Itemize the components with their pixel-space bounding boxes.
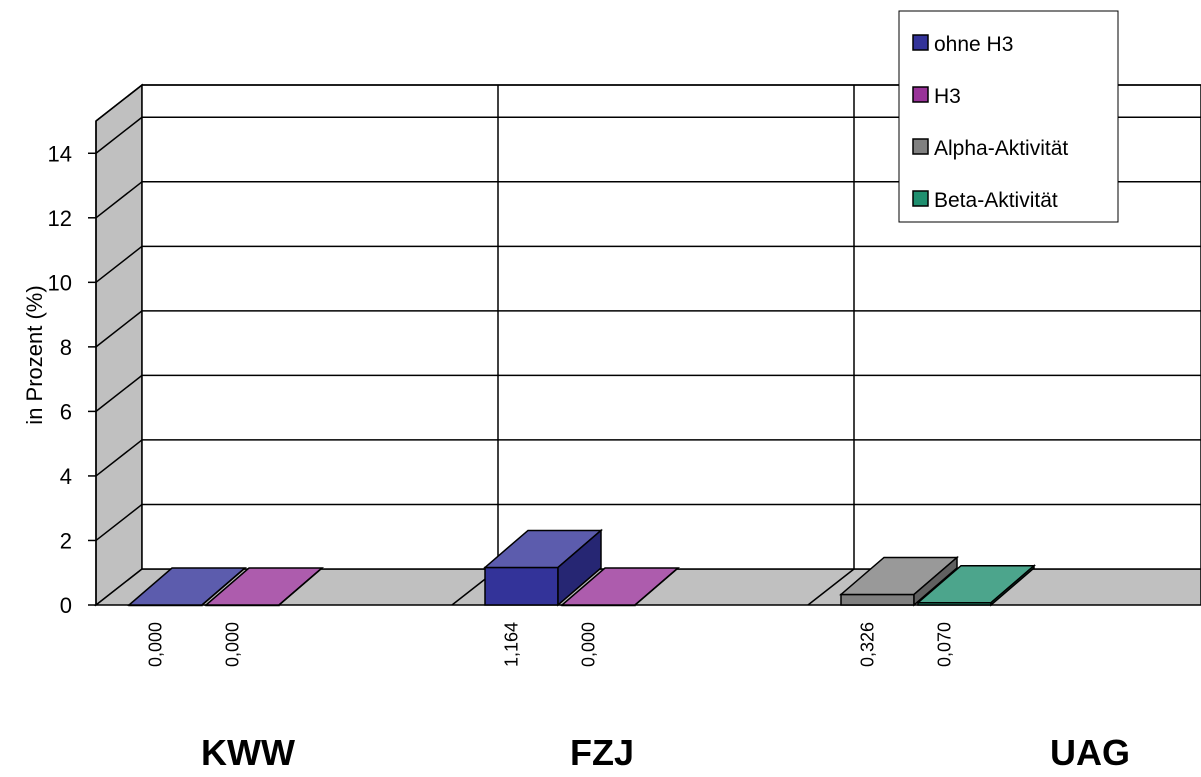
legend-label: ohne H3 [934, 33, 1013, 56]
bar-side [278, 567, 323, 606]
data-label: 0,326 [858, 622, 878, 667]
y-tick-label: 8 [60, 335, 72, 360]
bar [915, 564, 1037, 607]
data-label: 0,000 [146, 622, 166, 667]
data-labels: 0,000 0,000 1,164 0,000 0,326 0,070 [146, 622, 955, 667]
bar-side [634, 567, 679, 606]
y-tick-label: 0 [60, 593, 72, 618]
side-wall [95, 83, 143, 607]
bar-side [557, 528, 602, 607]
bar-front [840, 593, 915, 606]
gridline-side [95, 116, 143, 154]
gridlines [95, 84, 1201, 606]
y-tick-label: 14 [48, 141, 72, 166]
y-tick-label: 10 [48, 270, 72, 295]
bar-side [201, 567, 246, 606]
y-tick-label: 2 [60, 528, 72, 553]
legend-swatch [912, 86, 929, 103]
y-axis-label: in Prozent (%) [22, 285, 47, 424]
y-tick-label: 12 [48, 206, 72, 231]
data-label: 1,164 [502, 622, 522, 667]
data-label: 0,000 [579, 622, 599, 667]
bar [126, 567, 248, 607]
gridline-side [95, 181, 143, 219]
category-label: KWW [201, 732, 295, 772]
bar-front [484, 566, 559, 606]
category-divider-floor [807, 568, 855, 606]
legend-swatch [912, 138, 929, 155]
bar [482, 528, 604, 607]
bar [559, 567, 681, 607]
legend-box [898, 10, 1119, 223]
legend-label: H3 [934, 85, 961, 108]
bars [126, 528, 1037, 607]
legend-swatch [912, 34, 929, 51]
bar [203, 567, 325, 607]
legend-swatch [912, 190, 929, 207]
y-tick-label: 6 [60, 399, 72, 424]
gridline-side [95, 374, 143, 412]
legend: ohne H3 H3 Alpha-Aktivität Beta-Aktivität [898, 10, 1119, 223]
gridline-side [95, 245, 143, 283]
category-label: UAG [1050, 732, 1130, 772]
data-label: 0,070 [935, 622, 955, 667]
gridline-side [95, 503, 143, 542]
gridline-side [95, 439, 143, 477]
category-labels: KWW FZJ UAG [201, 732, 1130, 773]
gridline-side [95, 84, 143, 122]
y-axis-ticks: 0 2 4 6 8 10 12 14 [48, 121, 97, 618]
gridline-side [95, 310, 143, 348]
legend-label: Beta-Aktivität [934, 189, 1058, 212]
bar-side [990, 564, 1035, 607]
y-tick-label: 4 [60, 464, 72, 489]
bar-side [913, 555, 958, 607]
category-label: FZJ [570, 732, 634, 772]
legend-label: Alpha-Aktivität [934, 137, 1068, 160]
bar [838, 555, 960, 607]
data-label: 0,000 [223, 622, 243, 667]
